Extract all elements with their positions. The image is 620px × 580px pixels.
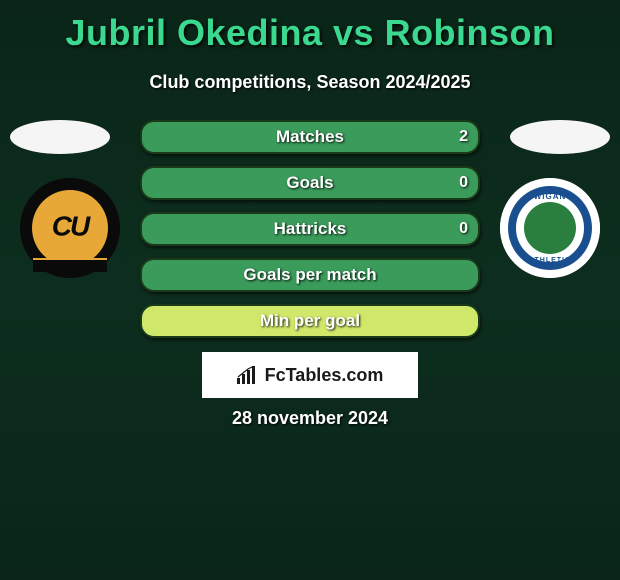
stat-label: Min per goal	[260, 311, 360, 331]
stat-row: Goals per match	[140, 258, 480, 292]
stats-container: Matches 2 Goals 0 Hattricks 0 Goals per …	[140, 120, 480, 350]
stat-right-value: 0	[459, 220, 468, 238]
stat-label: Goals	[286, 173, 333, 193]
player-avatar-right	[510, 120, 610, 154]
brand-label: FcTables.com	[265, 365, 384, 386]
stat-row: Matches 2	[140, 120, 480, 154]
stat-label: Matches	[276, 127, 344, 147]
footer-date: 28 november 2024	[232, 408, 388, 429]
stat-label: Goals per match	[243, 265, 376, 285]
club-badge-left-text: CU	[52, 210, 88, 242]
stat-right-value: 2	[459, 128, 468, 146]
stat-row: Hattricks 0	[140, 212, 480, 246]
club-badge-right-top-text: WIGAN	[534, 192, 567, 201]
page-subtitle: Club competitions, Season 2024/2025	[0, 72, 620, 93]
stat-row: Goals 0	[140, 166, 480, 200]
page-title: Jubril Okedina vs Robinson	[0, 0, 620, 54]
stat-right-value: 0	[459, 174, 468, 192]
club-badge-left: CU	[20, 178, 120, 278]
stat-row: Min per goal	[140, 304, 480, 338]
stat-label: Hattricks	[274, 219, 347, 239]
brand-box[interactable]: FcTables.com	[202, 352, 418, 398]
club-badge-right: WIGAN ATHLETIC	[500, 178, 600, 278]
player-avatar-left	[10, 120, 110, 154]
bar-chart-icon	[237, 366, 259, 384]
club-badge-right-bottom-text: ATHLETIC	[529, 257, 571, 264]
